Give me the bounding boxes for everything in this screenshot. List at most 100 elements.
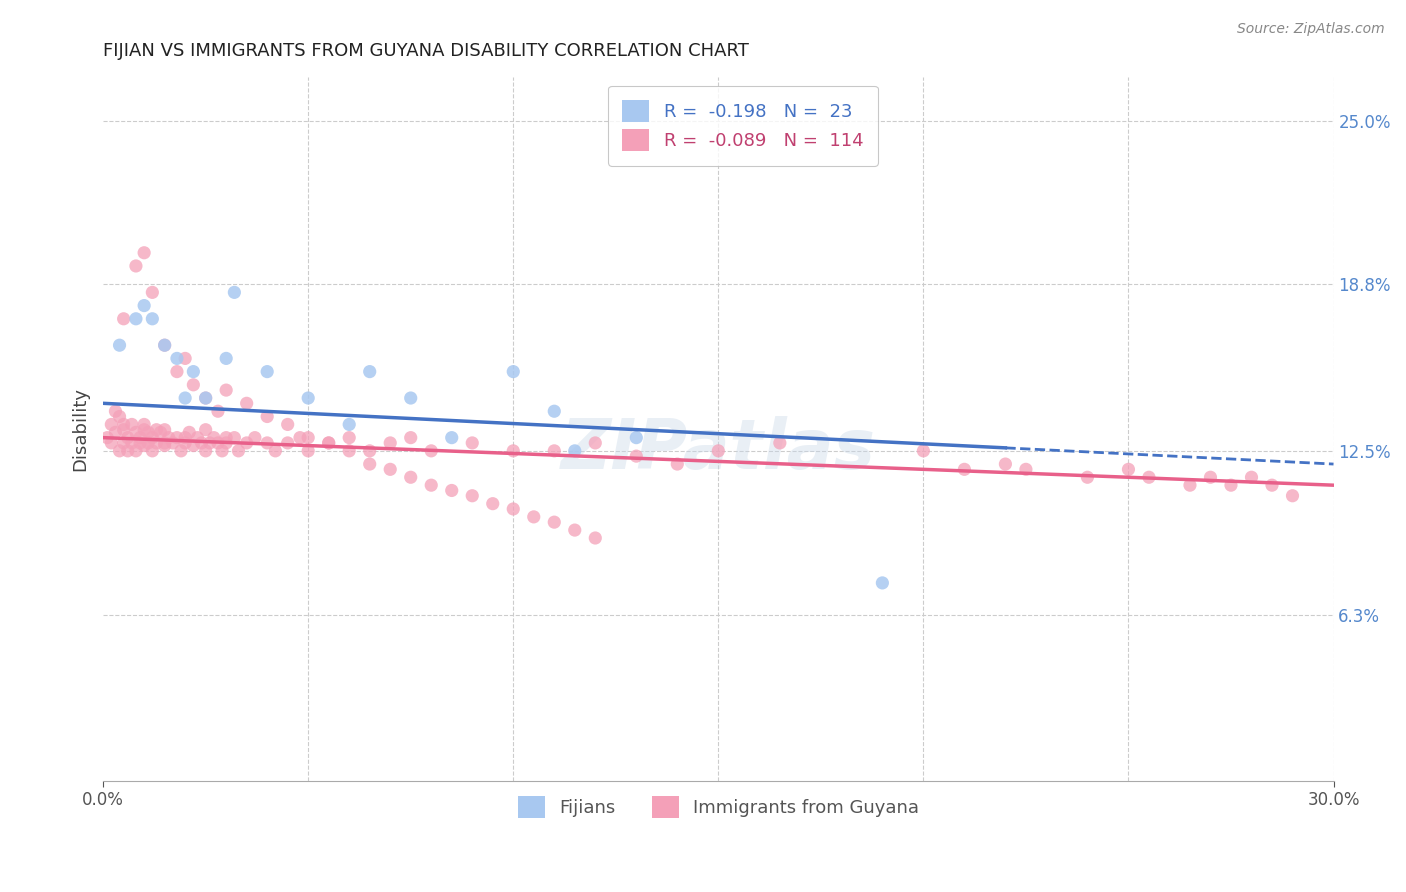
Point bbox=[125, 425, 148, 440]
Point bbox=[359, 365, 381, 379]
Point bbox=[141, 311, 163, 326]
Point bbox=[166, 351, 188, 366]
Point bbox=[224, 285, 246, 300]
Point bbox=[194, 443, 217, 458]
Point bbox=[194, 391, 217, 405]
Point bbox=[277, 417, 299, 432]
Point bbox=[153, 439, 176, 453]
Point bbox=[186, 431, 208, 445]
Point bbox=[157, 431, 180, 445]
Point bbox=[202, 431, 225, 445]
Point bbox=[174, 431, 197, 445]
Point bbox=[215, 436, 238, 450]
Point bbox=[359, 457, 381, 471]
Point bbox=[174, 436, 197, 450]
Point bbox=[117, 431, 139, 445]
Point bbox=[337, 431, 360, 445]
Point bbox=[108, 443, 131, 458]
Y-axis label: Disability: Disability bbox=[72, 387, 89, 471]
Point bbox=[129, 431, 152, 445]
Legend: Fijians, Immigrants from Guyana: Fijians, Immigrants from Guyana bbox=[510, 789, 927, 825]
Point bbox=[399, 391, 422, 405]
Point bbox=[125, 311, 148, 326]
Point bbox=[100, 436, 122, 450]
Point bbox=[666, 457, 689, 471]
Point bbox=[183, 439, 205, 453]
Point bbox=[583, 531, 606, 545]
Point bbox=[359, 443, 381, 458]
Point bbox=[297, 431, 319, 445]
Point bbox=[440, 483, 463, 498]
Point bbox=[399, 470, 422, 484]
Point bbox=[502, 502, 524, 516]
Point bbox=[481, 497, 503, 511]
Point bbox=[461, 489, 484, 503]
Point bbox=[523, 509, 546, 524]
Point bbox=[198, 436, 221, 450]
Point bbox=[183, 377, 205, 392]
Point bbox=[211, 443, 233, 458]
Point bbox=[170, 443, 193, 458]
Point bbox=[1220, 478, 1243, 492]
Point bbox=[104, 404, 127, 418]
Point bbox=[543, 443, 565, 458]
Point bbox=[112, 417, 135, 432]
Point bbox=[583, 436, 606, 450]
Point bbox=[134, 423, 156, 437]
Point bbox=[994, 457, 1017, 471]
Point bbox=[129, 436, 152, 450]
Point bbox=[564, 523, 586, 537]
Point bbox=[141, 285, 163, 300]
Point bbox=[626, 449, 648, 463]
Point bbox=[224, 431, 246, 445]
Point bbox=[461, 436, 484, 450]
Point bbox=[1137, 470, 1160, 484]
Point bbox=[912, 443, 935, 458]
Point bbox=[707, 443, 730, 458]
Point bbox=[1240, 470, 1263, 484]
Point bbox=[215, 431, 238, 445]
Point bbox=[1281, 489, 1303, 503]
Point bbox=[502, 443, 524, 458]
Point bbox=[769, 436, 792, 450]
Point bbox=[166, 431, 188, 445]
Point bbox=[153, 423, 176, 437]
Point bbox=[134, 439, 156, 453]
Point bbox=[153, 338, 176, 352]
Point bbox=[626, 431, 648, 445]
Point bbox=[136, 425, 159, 440]
Point bbox=[543, 515, 565, 529]
Point bbox=[228, 443, 250, 458]
Point bbox=[100, 417, 122, 432]
Point bbox=[420, 478, 443, 492]
Point bbox=[1199, 470, 1222, 484]
Point bbox=[141, 431, 163, 445]
Point bbox=[1261, 478, 1284, 492]
Point bbox=[153, 338, 176, 352]
Point bbox=[256, 409, 278, 424]
Point bbox=[134, 299, 156, 313]
Point bbox=[1178, 478, 1201, 492]
Point bbox=[112, 311, 135, 326]
Point bbox=[134, 417, 156, 432]
Point bbox=[104, 425, 127, 440]
Point bbox=[1015, 462, 1038, 476]
Point bbox=[264, 443, 287, 458]
Point bbox=[179, 425, 201, 440]
Point bbox=[121, 417, 143, 432]
Point bbox=[162, 436, 184, 450]
Point bbox=[117, 443, 139, 458]
Point bbox=[420, 443, 443, 458]
Point bbox=[194, 391, 217, 405]
Point bbox=[399, 431, 422, 445]
Point bbox=[141, 443, 163, 458]
Point bbox=[297, 391, 319, 405]
Point bbox=[440, 431, 463, 445]
Point bbox=[183, 365, 205, 379]
Point bbox=[337, 443, 360, 458]
Point bbox=[134, 245, 156, 260]
Point bbox=[215, 383, 238, 397]
Point bbox=[318, 436, 340, 450]
Point bbox=[166, 365, 188, 379]
Point bbox=[108, 409, 131, 424]
